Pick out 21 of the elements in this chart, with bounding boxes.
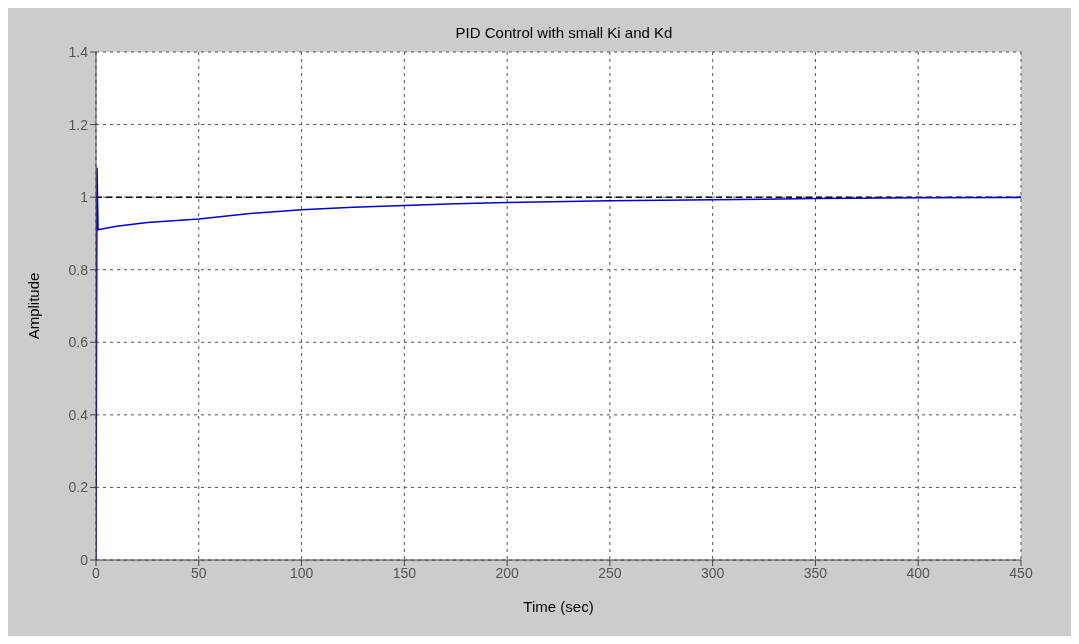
x-tick-label: 350 bbox=[803, 564, 828, 581]
y-tick-label: 1.2 bbox=[68, 116, 89, 133]
x-tick-label: 250 bbox=[598, 564, 622, 581]
y-tick-label: 0.2 bbox=[68, 479, 89, 496]
x-tick-label: 450 bbox=[1009, 564, 1033, 581]
x-axis-title: Time (sec) bbox=[523, 598, 594, 615]
x-tick-label: 400 bbox=[906, 564, 931, 581]
x-tick-label: 50 bbox=[190, 564, 207, 581]
x-tick-label: 150 bbox=[392, 564, 417, 581]
y-tick-label: 0.4 bbox=[68, 406, 89, 423]
x-tick-label: 100 bbox=[289, 564, 314, 581]
x-tick-label: 0 bbox=[92, 564, 101, 581]
x-tick-label: 200 bbox=[495, 564, 519, 581]
y-tick-label: 0.6 bbox=[68, 334, 89, 351]
y-tick-label: 1.4 bbox=[68, 43, 89, 60]
y-tick-label: 0.8 bbox=[68, 261, 89, 278]
y-axis-title: Amplitude bbox=[25, 272, 43, 340]
chart-title: PID Control with small Ki and Kd bbox=[455, 24, 673, 41]
y-tick-label: 1 bbox=[80, 189, 89, 206]
x-tick-label: 300 bbox=[700, 564, 725, 581]
y-tick-label: 0 bbox=[80, 551, 89, 568]
